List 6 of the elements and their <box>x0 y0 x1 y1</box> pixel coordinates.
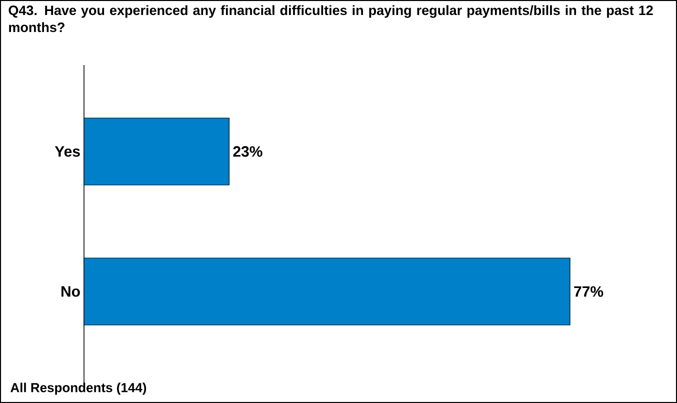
y-tick-label: Yes <box>54 146 80 157</box>
annotation: All Respondents (144) <box>10 382 146 395</box>
data-label: 77% <box>574 286 604 297</box>
chart-title: Q43. Have you experienced any financial difficulties in paying regular payments/bills in the past 12 months? <box>8 5 653 32</box>
y-tick-label: No <box>61 286 80 297</box>
data-label: 23% <box>233 146 262 157</box>
